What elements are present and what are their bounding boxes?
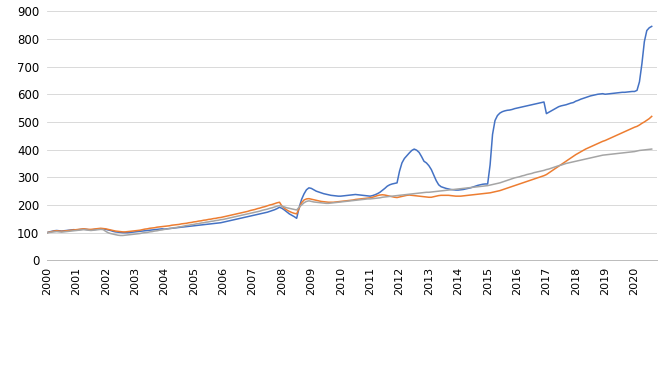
Skaidrā nauda apgrozībā [43,231,51,235]
Skaidrā nauda apgrozībā [628,150,636,154]
ECB bilance [648,24,656,29]
Skaidrā nauda apgrozībā [648,147,656,151]
ECB bilance [498,109,507,114]
ECB bilance [305,186,313,190]
Noguldījumi uz nakti kredītiestādēs [498,187,507,192]
Noguldījumi uz nakti kredītiestādēs [344,198,352,203]
Noguldījumi uz nakti kredītiestādēs [305,196,313,201]
Skaidrā nauda apgrozībā [500,179,509,183]
Noguldījumi uz nakti kredītiestādēs [626,127,634,132]
Skaidrā nauda apgrozībā [572,159,580,163]
Line: Skaidrā nauda apgrozībā: Skaidrā nauda apgrozībā [47,149,652,235]
Noguldījumi uz nakti kredītiestādēs [648,114,656,119]
Noguldījumi uz nakti kredītiestādēs [43,231,51,235]
ECB bilance [344,193,352,198]
Skaidrā nauda apgrozībā [117,233,125,238]
Line: ECB bilance: ECB bilance [47,26,652,233]
ECB bilance [545,110,553,115]
Skaidrā nauda apgrozībā [547,166,555,170]
ECB bilance [570,100,578,105]
Skaidrā nauda apgrozībā [346,199,354,203]
Skaidrā nauda apgrozībā [308,199,316,203]
Line: Noguldījumi uz nakti kredītiestādēs: Noguldījumi uz nakti kredītiestādēs [47,116,652,233]
ECB bilance [626,90,634,94]
Noguldījumi uz nakti kredītiestādēs [545,171,553,175]
Noguldījumi uz nakti kredītiestādēs [570,154,578,158]
ECB bilance [43,231,51,235]
